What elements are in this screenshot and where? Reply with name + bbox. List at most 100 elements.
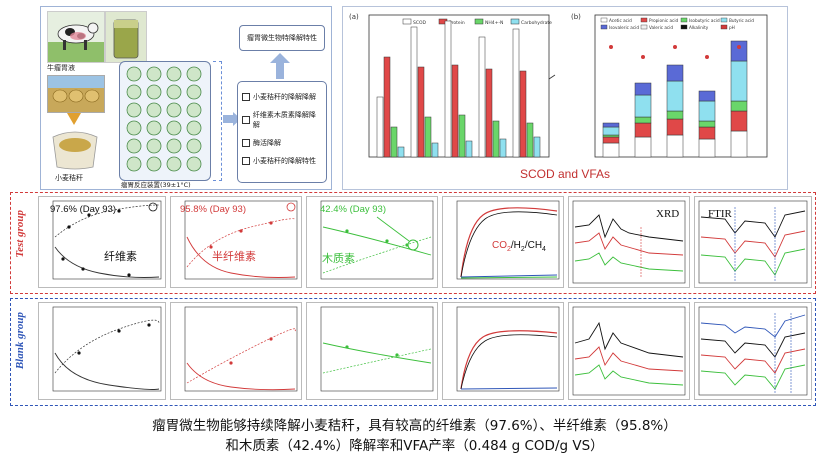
test-ftir-plot — [694, 196, 812, 288]
legend-label: Valeric acid — [649, 25, 673, 30]
legend-label: Isovaleric acid — [609, 25, 639, 30]
checkbox-icon — [242, 157, 250, 165]
h2-subscript: 2 — [520, 246, 525, 253]
legend-label: Butyric acid — [729, 18, 754, 23]
analysis-list-text: 小麦秸秆的降解降解 — [253, 93, 316, 101]
degradation-title-box: 瘤胃微生物特降解特性 — [239, 25, 325, 51]
reactor-flask — [166, 84, 182, 100]
checkbox-icon — [242, 139, 250, 147]
reactor-flask — [126, 138, 142, 154]
scod-bar — [383, 56, 391, 158]
reactor-flask — [166, 120, 182, 136]
blank-group-frame — [10, 298, 816, 406]
scod-bar — [390, 126, 398, 158]
legend-label: NH4+-N — [485, 20, 503, 26]
legend-swatch — [474, 18, 484, 25]
analysis-list-item: 小麦秸秆的降解降解 — [242, 92, 322, 102]
test-cellulose-plot — [38, 196, 166, 288]
reactor-flask — [146, 84, 162, 100]
reactor-flask — [166, 156, 182, 172]
checkbox-icon — [242, 116, 250, 124]
scod-bar — [458, 114, 466, 158]
blank-xrd-plot — [568, 302, 690, 400]
scod-bar — [526, 122, 534, 158]
legend-swatch — [600, 17, 608, 23]
panel-b-tag: (b) — [571, 13, 581, 21]
test-hemicellulose-label: 半纤维素 — [212, 250, 256, 263]
vfa-bar — [666, 110, 684, 120]
vfa-bar — [730, 40, 748, 62]
reactor-flask — [166, 138, 182, 154]
test-lignin-plot — [306, 196, 438, 288]
scod-bar — [431, 142, 439, 158]
legend-label: Protein — [449, 20, 465, 26]
blank-ftir-plot — [694, 302, 812, 400]
vfa-bar — [634, 82, 652, 96]
rumen-fluid-label: 牛瘤胃液 — [47, 64, 75, 72]
reactor-flask — [186, 120, 202, 136]
ch4-label: /CH — [524, 240, 543, 251]
analysis-list-text: 小麦秸秆的降解特性 — [253, 157, 316, 165]
scod-vfa-panel: (a) (b) SCOD Protein NH4+-N Carbohydrate Ac… — [342, 6, 788, 190]
blank-cellulose-plot — [38, 302, 166, 400]
checkbox-icon — [242, 93, 250, 101]
ph-point — [737, 45, 741, 49]
right-arrow-icon — [223, 111, 241, 126]
bracket-dashed — [213, 61, 222, 181]
analysis-list-item: 酶活降解 — [242, 138, 322, 148]
blank-gas-plot — [442, 302, 564, 400]
scod-bar — [417, 66, 425, 158]
test-lignin-label: 木质素 — [322, 252, 355, 265]
blank-group-label: Blank group — [14, 312, 26, 370]
vfa-bar — [730, 110, 748, 132]
test-gas-plot — [442, 196, 564, 288]
reactor-flask — [126, 120, 142, 136]
analysis-list-item: 小麦秸秆的降解特性 — [242, 156, 322, 166]
scod-bar — [485, 68, 493, 158]
reactor-flask — [146, 120, 162, 136]
ph-point — [609, 45, 613, 49]
legend-swatch — [640, 17, 648, 23]
legend-swatch — [600, 24, 608, 30]
test-gas-legend: CO2/H2/CH4 — [492, 240, 546, 253]
xrd-label: XRD — [656, 208, 680, 220]
vfa-bar — [666, 64, 684, 82]
vfa-bar — [634, 136, 652, 158]
ph-point — [705, 55, 709, 59]
reactor-flask — [146, 102, 162, 118]
scod-bar — [519, 70, 527, 158]
test-xrd-plot — [568, 196, 690, 288]
reactor-flask — [186, 156, 202, 172]
vfa-bar — [698, 138, 716, 158]
vfa-bar — [698, 100, 716, 122]
summary-caption-line1: 瘤胃微生物能够持续降解小麦秸秆，具有较高的纤维素（97.6%）、半纤维素（95.… — [152, 418, 677, 434]
ch4-subscript: 4 — [542, 246, 546, 253]
analysis-list-text: 纤维素木质素降解降解 — [252, 111, 316, 129]
scod-bar — [444, 20, 452, 158]
scod-bar — [397, 146, 405, 158]
straw-field-photo — [47, 75, 105, 113]
scod-bar — [424, 116, 432, 158]
reactor-flask — [166, 102, 182, 118]
panel-a-tag: (a) — [349, 13, 359, 21]
summary-caption-line2: 和木质素（42.4%）降解率和VFA产率（0.484 g COD/g VS） — [225, 438, 604, 454]
scod-bar — [512, 28, 520, 158]
legend-swatch — [720, 17, 728, 23]
test-cellulose-label: 纤维素 — [104, 250, 137, 263]
reactor-flask — [186, 138, 202, 154]
test-lignin-annotation: 42.4% (Day 93) — [320, 204, 387, 215]
vfa-bar — [602, 126, 620, 136]
flow-diagram-panel: 牛瘤胃液 小麦秸秆 瘤胃反应装置(39±1°C) 瘤胃微生物特降解特性 小麦秸秆… — [40, 6, 332, 190]
legend-label: Isobutyric acid — [689, 18, 720, 23]
legend-swatch — [680, 17, 688, 23]
vfa-bar — [602, 134, 620, 138]
test-cellulose-annotation: 97.6% (Day 93) — [50, 204, 117, 215]
test-group-label: Test group — [14, 210, 26, 258]
scod-vfa-caption: SCOD and VFAs — [519, 167, 611, 181]
test-hemicellulose-plot — [170, 196, 302, 288]
vfa-bar — [730, 100, 748, 112]
reactor-flask — [186, 102, 202, 118]
scod-bar — [376, 96, 384, 158]
scod-bar — [465, 140, 473, 158]
reactor-flask — [166, 66, 182, 82]
